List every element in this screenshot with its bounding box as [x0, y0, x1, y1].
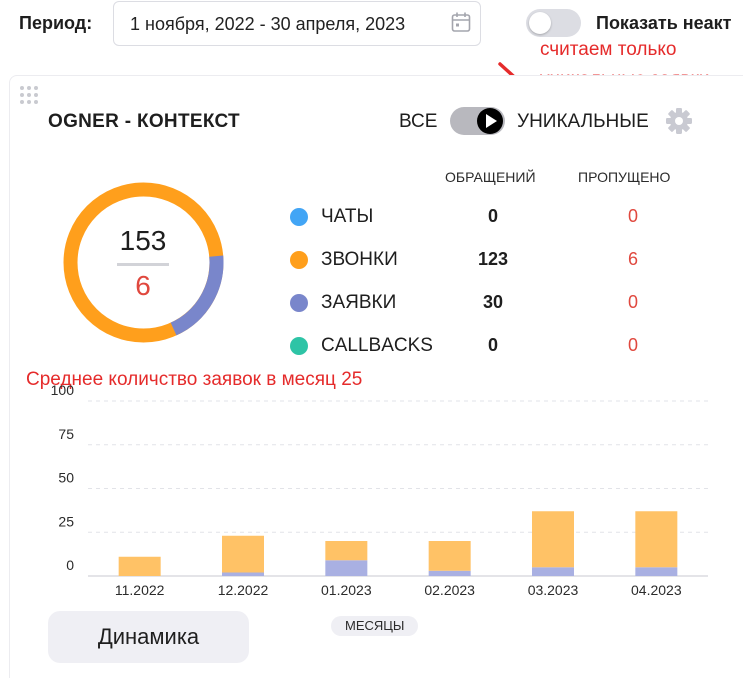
- x-tick-label: 03.2023: [528, 582, 579, 598]
- y-tick-label: 100: [51, 385, 75, 398]
- mode-all-label[interactable]: ВСЕ: [399, 111, 438, 132]
- x-tick-label: 02.2023: [424, 582, 475, 598]
- bar-segment[interactable]: [118, 556, 161, 576]
- y-tick-label: 25: [58, 513, 74, 529]
- calls-dot-icon: [290, 251, 308, 269]
- dynamics-button[interactable]: Динамика: [48, 611, 249, 663]
- y-tick-label: 75: [58, 426, 74, 442]
- source-row-chats: ЧАТЫ 0 0: [0, 202, 743, 232]
- bar-segment[interactable]: [532, 567, 574, 576]
- bar-segment[interactable]: [428, 570, 471, 576]
- row-count: 0: [487, 206, 498, 226]
- period-date-value: 1 ноября, 2022 - 30 апреля, 2023: [130, 14, 406, 34]
- gear-icon[interactable]: [665, 107, 693, 135]
- column-header-requests: ОБРАЩЕНИЙ: [445, 169, 536, 185]
- x-tick-label: 01.2023: [321, 582, 372, 598]
- row-missed: 0: [627, 292, 638, 312]
- play-icon: [486, 114, 497, 128]
- bar-segment[interactable]: [635, 511, 678, 568]
- source-card: [9, 75, 743, 678]
- unique-mode-toggle[interactable]: [450, 107, 505, 135]
- donut-divider: [117, 263, 169, 266]
- period-label: Период:: [19, 13, 93, 33]
- bar-segment[interactable]: [428, 541, 471, 571]
- calendar-icon[interactable]: [451, 11, 471, 33]
- requests-dot-icon: [290, 294, 308, 312]
- callbacks-dot-icon: [290, 337, 308, 355]
- source-row-requests: ЗАЯВКИ 30 0: [0, 288, 743, 318]
- months-axis-label: МЕСЯЦЫ: [331, 616, 419, 636]
- row-missed: 0: [627, 335, 638, 355]
- donut-total-value: 153: [119, 225, 167, 256]
- bar-segment[interactable]: [635, 567, 678, 576]
- bar-segment[interactable]: [325, 560, 368, 576]
- row-label: ЗВОНКИ: [321, 249, 398, 270]
- row-count: 30: [482, 292, 504, 312]
- annotation-note-line1: считаем только: [540, 39, 677, 60]
- row-count: 0: [487, 335, 498, 355]
- y-tick-label: 50: [58, 470, 74, 486]
- bar-segment[interactable]: [532, 511, 574, 568]
- x-tick-label: 12.2022: [218, 582, 269, 598]
- average-annotation: Среднее количство заявок в месяц 25: [26, 369, 363, 390]
- monthly-bar-chart: 100 75 50 25 0 11.2022 12.2022 01.2023 02.2023 03…: [51, 385, 708, 598]
- card-title: OGNER - КОНТЕКСТ: [48, 111, 240, 132]
- source-row-callbacks: CALLBACKS 0 0: [0, 331, 743, 361]
- row-missed: 0: [627, 206, 638, 226]
- x-tick-label: 04.2023: [631, 582, 682, 598]
- toggle-knob: [477, 108, 503, 134]
- row-count: 123: [477, 249, 509, 269]
- show-inactive-toggle[interactable]: [526, 9, 581, 37]
- source-row-calls: ЗВОНКИ 123 6: [0, 245, 743, 275]
- row-missed: 6: [627, 249, 638, 269]
- x-tick-label: 11.2022: [115, 582, 165, 598]
- drag-handle-icon[interactable]: [18, 84, 40, 106]
- show-inactive-label: Показать неакт: [596, 13, 732, 33]
- y-tick-label: 0: [66, 557, 74, 573]
- donut-missed-value: 6: [135, 270, 151, 301]
- donut-segment-requests: [63, 182, 224, 343]
- donut-chart: [63, 182, 224, 343]
- row-label: ЗАЯВКИ: [321, 292, 397, 313]
- toggle-knob: [529, 12, 551, 34]
- row-label: ЧАТЫ: [321, 206, 374, 227]
- row-label: CALLBACKS: [321, 335, 433, 356]
- period-date-field[interactable]: 1 ноября, 2022 - 30 апреля, 2023: [113, 1, 481, 46]
- chats-dot-icon: [290, 208, 308, 226]
- bar-segment[interactable]: [222, 535, 264, 573]
- bar-segment[interactable]: [222, 572, 264, 577]
- bar-segment[interactable]: [325, 541, 368, 561]
- column-header-missed: ПРОПУЩЕНО: [578, 169, 671, 185]
- top-bar: Период: 1 ноября, 2022 - 30 апреля, 2023…: [0, 0, 743, 60]
- mode-unique-label[interactable]: УНИКАЛЬНЫЕ: [517, 111, 649, 132]
